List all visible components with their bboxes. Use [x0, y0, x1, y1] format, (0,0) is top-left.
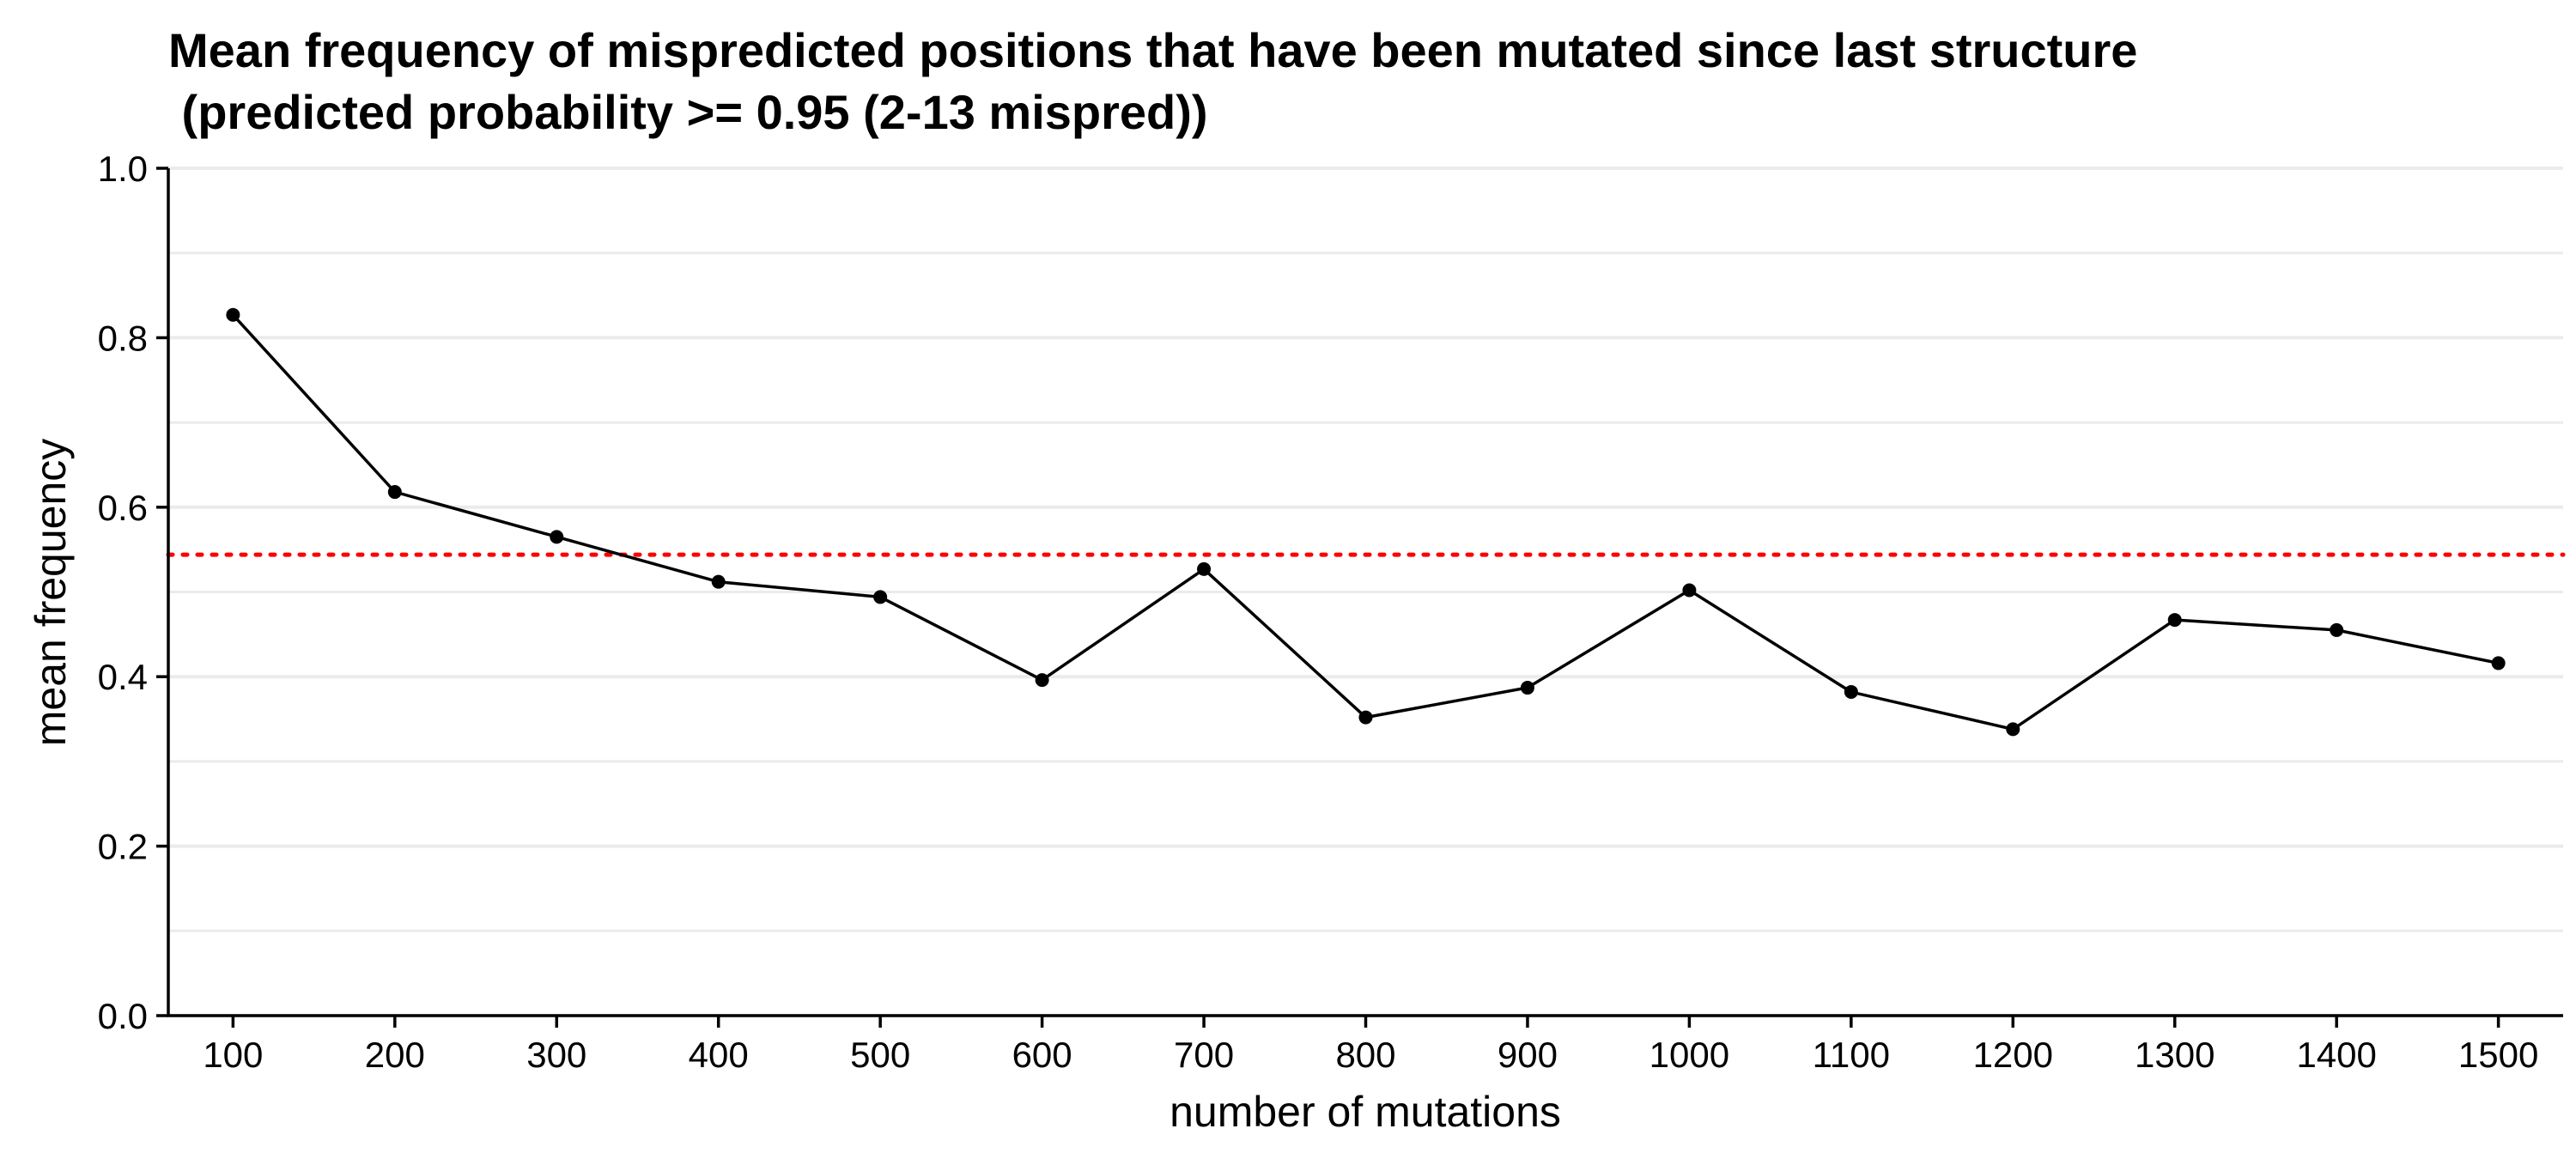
- data-point: [1358, 710, 1373, 725]
- x-tick-label: 1400: [2296, 1035, 2376, 1075]
- x-tick-label: 1500: [2458, 1035, 2538, 1075]
- data-series: [226, 307, 2506, 737]
- grid-lines: [168, 167, 2563, 1017]
- y-tick-label: 0.2: [98, 827, 148, 867]
- x-tick-label: 800: [1335, 1035, 1395, 1075]
- x-tick-label: 1100: [1813, 1035, 1890, 1075]
- x-tick-label: 400: [689, 1035, 749, 1075]
- series-line: [232, 313, 2499, 731]
- data-point: [1844, 684, 1858, 699]
- data-point: [2491, 656, 2506, 671]
- y-axis-title: mean frequency: [27, 439, 75, 747]
- y-tick-labels: 0.0 0.2 0.4 0.6 0.8 1.0: [98, 149, 148, 1036]
- x-tick-label: 1200: [1973, 1035, 2053, 1075]
- y-tick-label: 0.6: [98, 488, 148, 528]
- axes: [156, 167, 2563, 1028]
- x-tick-label: 1000: [1649, 1035, 1729, 1075]
- x-tick-label: 200: [365, 1035, 425, 1075]
- data-point: [387, 485, 402, 500]
- data-point: [1520, 681, 1534, 695]
- x-tick-label: 900: [1498, 1035, 1558, 1075]
- x-tick-label: 300: [526, 1035, 586, 1075]
- data-point: [711, 574, 726, 589]
- x-tick-label: 500: [850, 1035, 910, 1075]
- data-point: [2330, 622, 2344, 637]
- data-point: [1035, 673, 1049, 688]
- x-axis-title: number of mutations: [1170, 1088, 1561, 1136]
- data-point: [1197, 561, 1212, 576]
- data-point: [226, 307, 240, 322]
- data-point: [2006, 722, 2020, 737]
- x-tick-label: 100: [203, 1035, 263, 1075]
- y-tick-label: 0.4: [98, 657, 148, 697]
- data-point: [873, 590, 888, 604]
- data-point: [1682, 583, 1697, 598]
- x-tick-label: 1300: [2135, 1035, 2215, 1075]
- x-tick-labels: 100 200 300 400 500 600 700 800 900 1000 1100 1200 1…: [203, 1035, 2538, 1075]
- chart-title: Mean frequency of mispredicted positions…: [168, 23, 2137, 77]
- y-tick-label: 0.8: [98, 318, 148, 358]
- y-tick-label: 1.0: [98, 149, 148, 189]
- x-tick-label: 600: [1012, 1035, 1072, 1075]
- x-tick-label: 700: [1174, 1035, 1234, 1075]
- data-point: [2167, 613, 2182, 628]
- y-tick-label: 0.0: [98, 996, 148, 1036]
- chart-subtitle: (predicted probability >= 0.95 (2-13 mis…: [168, 85, 1208, 139]
- data-point: [550, 530, 564, 544]
